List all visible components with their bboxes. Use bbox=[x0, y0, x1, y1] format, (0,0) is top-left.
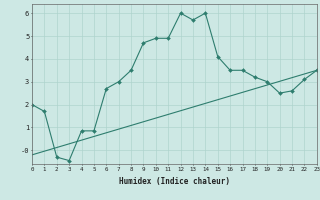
X-axis label: Humidex (Indice chaleur): Humidex (Indice chaleur) bbox=[119, 177, 230, 186]
